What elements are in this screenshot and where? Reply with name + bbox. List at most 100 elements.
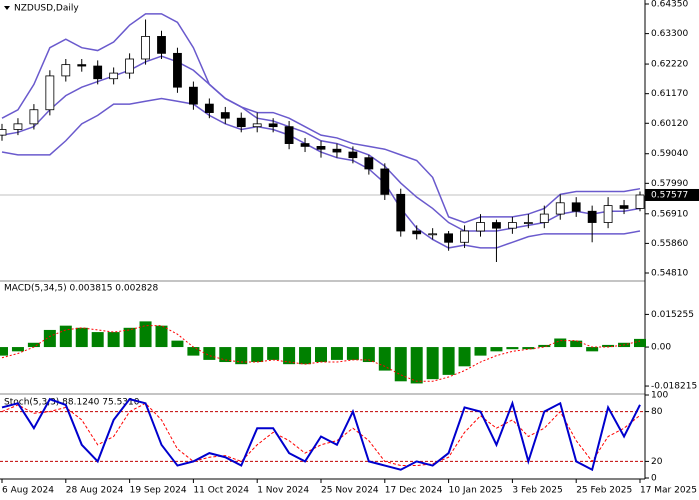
candle-body [188, 86, 198, 105]
macd-title: MACD(5,34,5) 0.003815 0.002828 [4, 284, 159, 294]
candle-body [523, 222, 533, 224]
candle-body [204, 103, 214, 113]
last-price-label: 0.57577 [651, 190, 688, 200]
x-tick-label: 17 Dec 2024 [385, 486, 443, 496]
macd-bar [251, 347, 264, 363]
macd-bar [155, 325, 168, 348]
x-tick-label: 1 Nov 2024 [257, 486, 309, 496]
candle-body [252, 123, 262, 128]
candle-body [13, 123, 23, 130]
x-tick-label: 17 Mar 2025 [640, 486, 697, 496]
candle-body [268, 123, 278, 128]
candle-body [444, 233, 454, 243]
macd-bar [458, 347, 471, 367]
y-tick-label: 0.62220 [651, 60, 688, 70]
macd-bar [362, 347, 375, 363]
candle-body [316, 146, 326, 150]
chart-title: NZDUSD,Daily [14, 4, 79, 14]
y-tick-label: 0 [651, 474, 657, 484]
y-tick-label: 0.56910 [651, 209, 688, 219]
macd-bar [602, 344, 615, 348]
macd-bar [378, 347, 391, 371]
y-tick-label: 0.63300 [651, 29, 688, 39]
candle-body [587, 210, 597, 223]
menu-arrow [4, 6, 10, 10]
candle-body [77, 64, 87, 67]
candle-body [619, 205, 629, 209]
candle-body [460, 230, 469, 243]
candle-body [45, 75, 55, 111]
macd-signal [1, 325, 641, 382]
candle-body [539, 213, 549, 223]
x-tick-label: 25 Feb 2025 [576, 486, 632, 496]
candle-body [635, 194, 645, 209]
macd-bar [27, 342, 40, 348]
candle-body [603, 205, 613, 223]
macd-bar [346, 347, 359, 360]
x-tick-label: 6 Aug 2024 [2, 486, 54, 496]
candle-body [284, 126, 294, 144]
y-tick-label: 0.00 [651, 343, 671, 353]
y-tick-label: 0.61170 [651, 89, 688, 99]
candle-body [476, 222, 485, 232]
candle-body [300, 143, 310, 147]
macd-bar [219, 347, 232, 363]
stoch-signal [1, 402, 641, 467]
candle-body [507, 222, 517, 229]
y-tick-label: 0.59040 [651, 149, 688, 159]
y-tick-label: 100 [651, 391, 668, 401]
macd-bar [474, 347, 487, 356]
macd-bar [410, 347, 423, 384]
macd-bar [75, 327, 88, 348]
y-tick-label: 0.015255 [651, 310, 694, 320]
y-tick-label: 0.60120 [651, 119, 688, 129]
candle-body [348, 151, 358, 159]
x-tick-label: 28 Aug 2024 [66, 486, 124, 496]
macd-bar [59, 325, 72, 348]
macd-bar [43, 329, 56, 348]
candle-body [555, 202, 565, 215]
bollinger-upper [1, 13, 641, 224]
stoch-main [1, 397, 641, 472]
macd-bar [330, 347, 343, 360]
candle-body [141, 36, 150, 60]
candle-body [173, 52, 182, 88]
y-tick-label: 0.54810 [651, 269, 688, 279]
candle-body [492, 222, 501, 229]
macd-bar [0, 347, 8, 356]
bollinger-middle [1, 55, 641, 232]
macd-bar [171, 340, 184, 348]
candle-body [61, 64, 71, 77]
macd-bar [506, 347, 519, 350]
macd-bar [442, 347, 455, 375]
candle-body [412, 230, 422, 235]
macd-bar [139, 321, 152, 348]
x-tick-label: 19 Sep 2024 [130, 486, 187, 496]
macd-bar [267, 347, 280, 360]
stoch-title: Stoch(5,3,3) 88.1240 75.5310 [4, 398, 140, 408]
macd-bar [299, 347, 312, 365]
candle-body [236, 117, 246, 128]
macd-bar [315, 347, 327, 363]
macd-bar [203, 347, 216, 360]
x-tick-label: 25 Nov 2024 [321, 486, 379, 496]
last-price-box [645, 188, 699, 201]
macd-bar [91, 332, 104, 348]
macd-bar [570, 340, 583, 348]
y-tick-label: 20 [651, 457, 663, 467]
macd-bar [11, 347, 24, 352]
y-tick-label: 0.55860 [651, 239, 688, 249]
macd-bar [554, 338, 567, 348]
candle-body [0, 129, 7, 136]
macd-bar [490, 347, 503, 352]
x-tick-label: 3 Feb 2025 [512, 486, 562, 496]
y-tick-label: 0.64350 [651, 0, 688, 10]
candle-body [380, 168, 390, 195]
candle-body [109, 72, 119, 80]
candle-body [157, 36, 166, 54]
candle-body [571, 202, 581, 212]
macd-bar [634, 338, 646, 348]
macd-bar [586, 347, 599, 352]
